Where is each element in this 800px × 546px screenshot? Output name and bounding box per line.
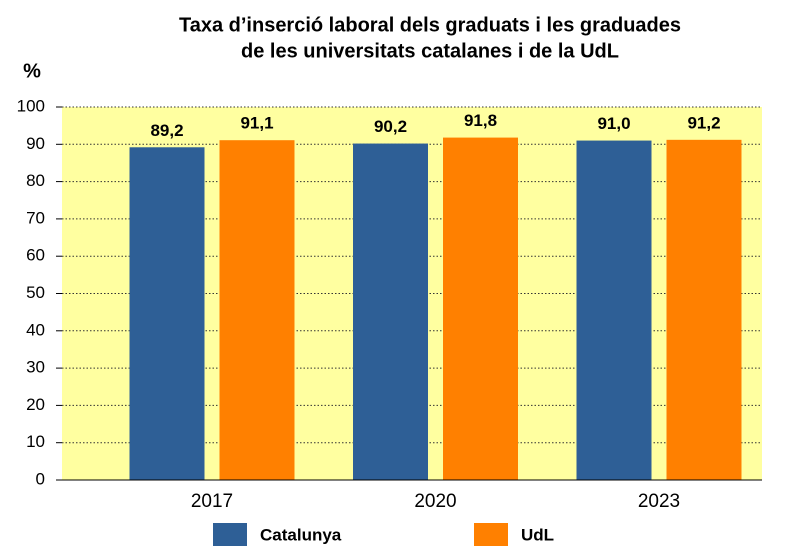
y-axis-label: % bbox=[23, 60, 41, 82]
data-label: 89,2 bbox=[150, 121, 183, 140]
data-label: 91,1 bbox=[240, 114, 273, 133]
y-tick-label: 50 bbox=[26, 283, 45, 302]
bar bbox=[576, 140, 652, 480]
y-tick-label: 90 bbox=[26, 134, 45, 153]
y-tick-label: 30 bbox=[26, 358, 45, 377]
data-label: 90,2 bbox=[374, 117, 407, 136]
data-label: 91,0 bbox=[597, 114, 630, 133]
x-tick-label: 2023 bbox=[638, 491, 680, 512]
data-label: 91,8 bbox=[464, 111, 497, 130]
y-tick-label: 40 bbox=[26, 320, 45, 339]
legend-swatch bbox=[474, 523, 508, 546]
x-tick-label: 2017 bbox=[191, 491, 233, 512]
y-tick-label: 70 bbox=[26, 208, 45, 227]
y-tick-label: 100 bbox=[17, 96, 45, 115]
bar bbox=[666, 139, 742, 480]
chart-title: de les universitats catalanes i de la Ud… bbox=[241, 40, 619, 62]
bar bbox=[219, 140, 295, 480]
legend-label: Catalunya bbox=[260, 525, 342, 544]
chart-title: Taxa d’inserció laboral dels graduats i … bbox=[179, 14, 681, 36]
bar bbox=[443, 137, 518, 480]
legend-label: UdL bbox=[521, 525, 554, 544]
y-tick-label: 60 bbox=[26, 246, 45, 265]
y-tick-label: 80 bbox=[26, 171, 45, 190]
y-tick-label: 10 bbox=[26, 432, 45, 451]
bar bbox=[129, 147, 205, 480]
x-tick-label: 2020 bbox=[414, 491, 456, 512]
y-tick-label: 20 bbox=[26, 395, 45, 414]
legend-swatch bbox=[213, 523, 247, 546]
bar bbox=[353, 143, 428, 480]
data-label: 91,2 bbox=[687, 113, 720, 132]
y-tick-label: 0 bbox=[36, 469, 45, 488]
